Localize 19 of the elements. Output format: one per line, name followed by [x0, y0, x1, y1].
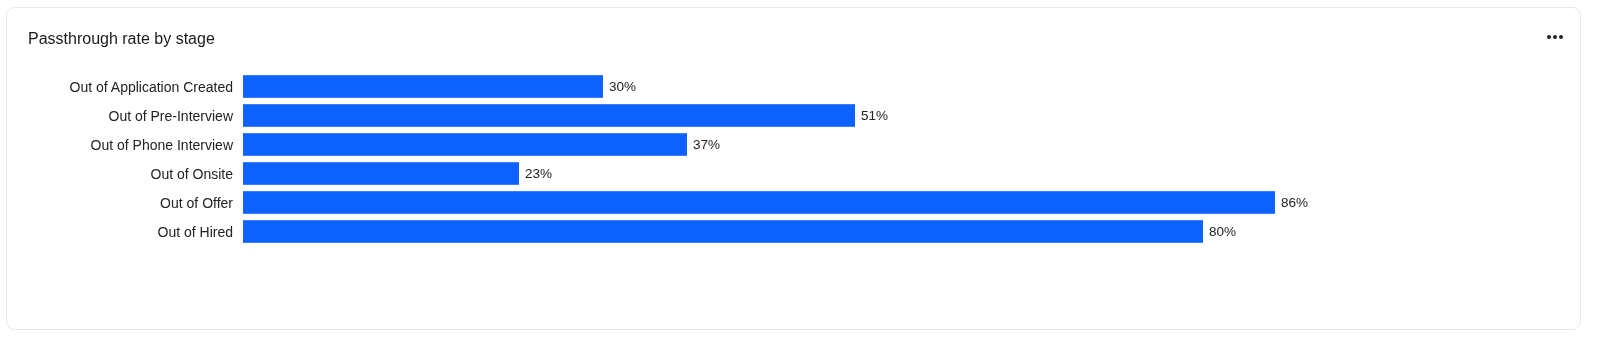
y-tick-label: Out of Hired [157, 223, 233, 240]
bar [243, 162, 519, 185]
y-tick-label: Out of Phone Interview [90, 136, 234, 153]
data-label: 51% [861, 108, 889, 123]
data-label: 80% [1209, 224, 1237, 239]
bar [243, 220, 1203, 243]
bar [243, 75, 603, 98]
bar [243, 133, 687, 156]
y-tick-label: Out of Pre-Interview [108, 107, 234, 124]
data-label: 37% [693, 137, 721, 152]
chart-title: Passthrough rate by stage [28, 29, 215, 47]
data-label: 86% [1281, 195, 1309, 210]
data-label: 23% [525, 166, 553, 181]
y-tick-label: Out of Offer [160, 194, 234, 211]
bar [243, 104, 855, 127]
y-tick-label: Out of Onsite [150, 165, 234, 182]
data-label: 30% [609, 79, 637, 94]
y-tick-label: Out of Application Created [69, 78, 233, 95]
bar [243, 191, 1275, 214]
